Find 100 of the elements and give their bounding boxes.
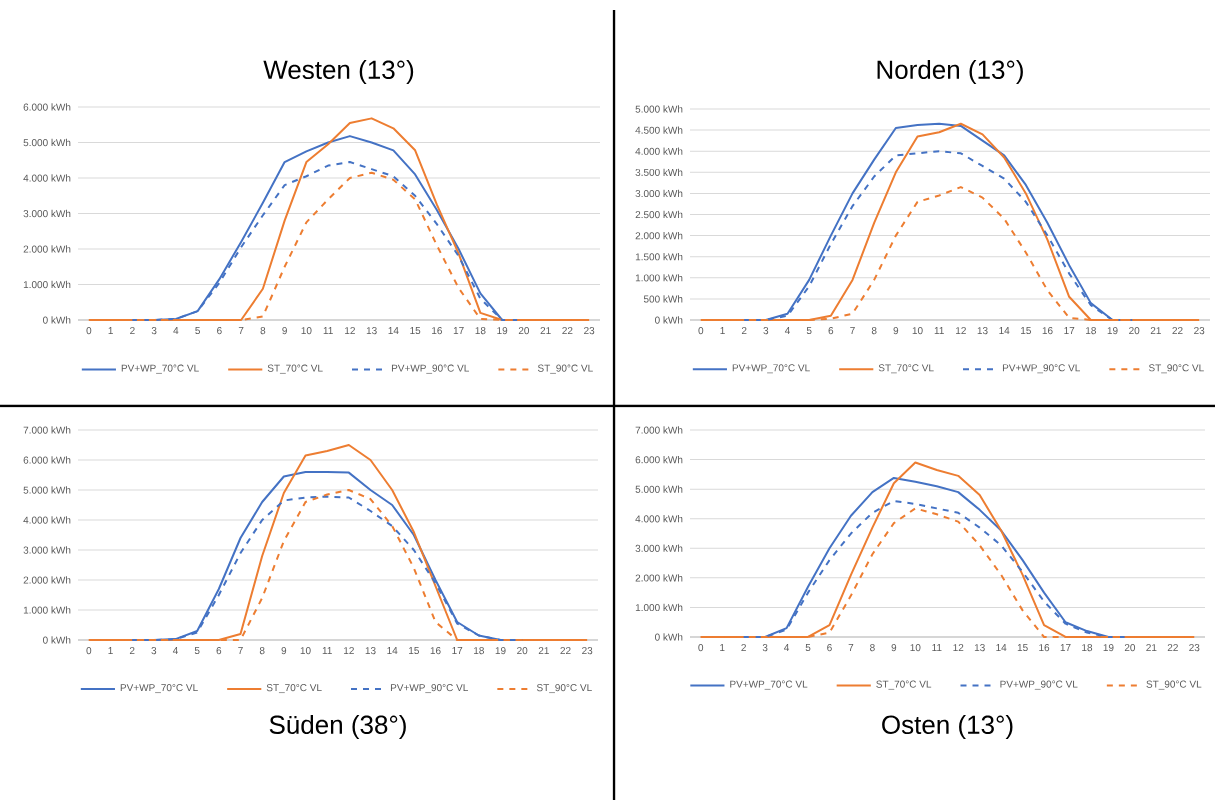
- y-tick-label: 500 kWh: [643, 295, 683, 303]
- x-tick-label: 20: [1129, 327, 1140, 335]
- x-tick-label: 6: [828, 327, 834, 335]
- x-tick-label: 16: [1039, 644, 1050, 652]
- x-tick-label: 18: [1082, 644, 1093, 652]
- x-tick-label: 9: [282, 327, 287, 335]
- x-tick-label: 13: [366, 327, 377, 335]
- legend-label: PV+WP_90°C VL: [391, 364, 470, 374]
- x-tick-label: 5: [806, 327, 812, 335]
- x-tick-label: 16: [432, 327, 442, 335]
- x-tick-label: 5: [805, 644, 811, 652]
- x-tick-label: 8: [871, 327, 877, 335]
- legend-label: PV+WP_70°C VL: [732, 364, 810, 374]
- legend-label: ST_90°C VL: [536, 684, 592, 694]
- x-tick-label: 12: [953, 644, 964, 652]
- x-tick-label: 7: [850, 327, 855, 334]
- y-tick-label: 3.000 kWh: [23, 209, 71, 218]
- x-tick-label: 14: [999, 327, 1010, 334]
- x-tick-label: 7: [238, 327, 244, 334]
- chart-title: Norden (13°): [877, 59, 1023, 85]
- y-tick-label: 4.500 kWh: [635, 126, 683, 134]
- x-tick-label: 17: [1060, 644, 1071, 651]
- y-tick-label: 1.500 kWh: [635, 253, 683, 261]
- y-tick-label: 3.000 kWh: [23, 546, 71, 554]
- x-tick-label: 9: [891, 644, 897, 652]
- x-tick-label: 15: [1021, 327, 1031, 335]
- x-tick-label: 12: [344, 647, 354, 655]
- y-tick-label: 2.000 kWh: [23, 245, 71, 253]
- x-tick-label: 3: [763, 327, 769, 335]
- legend-label: ST_90°C VL: [1146, 680, 1202, 690]
- y-tick-label: 1.000 kWh: [635, 603, 683, 612]
- x-tick-label: 6: [217, 327, 222, 335]
- y-tick-label: 4.000 kWh: [635, 147, 683, 155]
- legend-label: PV+WP_70°C VL: [730, 680, 808, 690]
- x-tick-label: 21: [1146, 644, 1157, 652]
- legend-label: PV+WP_90°C VL: [1000, 680, 1078, 690]
- x-tick-label: 8: [870, 644, 875, 652]
- x-tick-label: 22: [1172, 327, 1183, 335]
- x-tick-label: 6: [827, 644, 832, 652]
- legend-label: PV+WP_70°C VL: [120, 684, 198, 694]
- y-tick-label: 1.000 kWh: [635, 274, 683, 282]
- x-tick-label: 0: [698, 644, 704, 652]
- x-tick-label: 15: [410, 327, 421, 335]
- legend-label: ST_70°C VL: [266, 684, 322, 694]
- x-tick-label: 2: [741, 327, 747, 335]
- x-tick-label: 8: [259, 647, 265, 655]
- x-tick-label: 10: [300, 647, 311, 655]
- x-tick-label: 9: [281, 647, 287, 655]
- x-tick-label: 11: [322, 647, 332, 654]
- x-tick-label: 7: [238, 647, 243, 654]
- x-tick-label: 3: [151, 647, 157, 655]
- x-tick-label: 2: [741, 644, 746, 652]
- x-tick-label: 6: [216, 647, 222, 655]
- x-tick-label: 23: [1189, 644, 1200, 652]
- x-tick-label: 16: [430, 647, 441, 655]
- x-tick-label: 21: [538, 647, 549, 655]
- x-tick-label: 5: [194, 647, 200, 655]
- x-tick-label: 9: [893, 327, 899, 335]
- x-tick-label: 23: [584, 327, 595, 335]
- y-tick-label: 6.000 kWh: [23, 103, 71, 111]
- text: Süden (38°): [269, 714, 406, 740]
- x-tick-label: 14: [387, 647, 398, 654]
- x-tick-label: 10: [301, 327, 312, 335]
- y-tick-label: 2.000 kWh: [635, 574, 683, 582]
- x-tick-label: 3: [151, 327, 157, 335]
- x-tick-label: 17: [452, 647, 463, 654]
- y-tick-label: 3.000 kWh: [635, 189, 683, 198]
- y-tick-label: 3.500 kWh: [635, 168, 683, 176]
- y-tick-label: 4.000 kWh: [23, 516, 71, 524]
- x-tick-label: 18: [474, 647, 484, 655]
- x-tick-label: 20: [518, 327, 530, 335]
- y-tick-label: 2.000 kWh: [635, 231, 683, 240]
- y-tick-label: 2.500 kWh: [635, 210, 683, 219]
- x-tick-label: 13: [365, 647, 376, 655]
- x-tick-label: 0: [86, 327, 92, 335]
- x-tick-label: 3: [762, 644, 768, 652]
- legend-label: ST_70°C VL: [878, 364, 934, 374]
- legend-label: PV+WP_90°C VL: [390, 684, 469, 694]
- x-tick-label: 13: [977, 327, 988, 335]
- x-tick-label: 17: [453, 327, 464, 334]
- x-tick-label: 8: [260, 327, 266, 335]
- y-tick-label: 0 kWh: [654, 633, 683, 641]
- x-tick-label: 1: [720, 644, 725, 651]
- y-tick-label: 0 kWh: [42, 316, 71, 324]
- x-tick-label: 18: [475, 327, 486, 335]
- y-tick-label: 1.000 kWh: [23, 606, 71, 614]
- y-tick-label: 0 kWh: [42, 636, 71, 644]
- legend-label: PV+WP_90°C VL: [1002, 364, 1081, 374]
- y-tick-label: 5.000 kWh: [23, 138, 71, 147]
- x-tick-label: 11: [932, 644, 942, 651]
- x-tick-label: 20: [1124, 644, 1136, 652]
- x-tick-label: 4: [784, 327, 790, 334]
- x-tick-label: 5: [195, 327, 200, 335]
- y-tick-label: 4.000 kWh: [635, 515, 683, 523]
- x-tick-label: 19: [495, 647, 506, 655]
- y-tick-label: 0 kWh: [654, 316, 683, 324]
- x-tick-label: 22: [560, 647, 571, 655]
- y-tick-label: 1.000 kWh: [23, 280, 71, 289]
- x-tick-label: 12: [956, 327, 966, 335]
- x-tick-label: 1: [720, 327, 725, 334]
